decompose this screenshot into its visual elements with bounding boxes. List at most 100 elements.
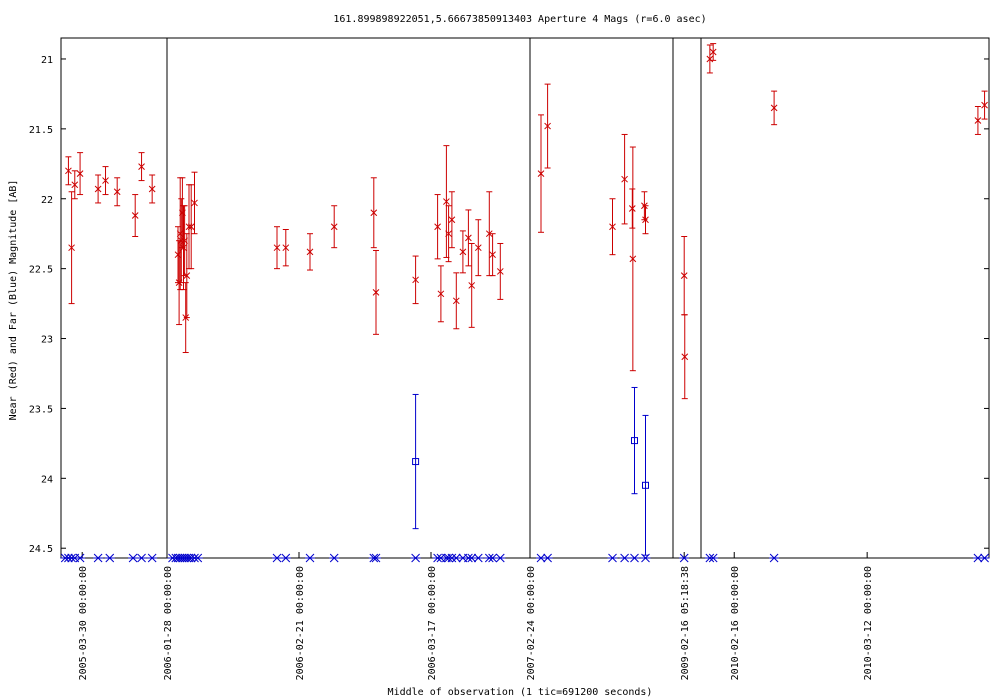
near-point-x xyxy=(468,282,476,289)
y-tick-label: 24.5 xyxy=(29,544,53,555)
x-axis-label: Middle of observation (1 tic=691200 seco… xyxy=(388,687,653,698)
limit-marker-stroke xyxy=(329,553,339,563)
x-tick-label: 2010-03-12 00:00:00 xyxy=(863,566,874,680)
near-point-x xyxy=(474,244,482,252)
near-point xyxy=(489,251,496,259)
limit-marker xyxy=(147,553,158,563)
near-point-x xyxy=(489,251,496,259)
near-point-x xyxy=(102,177,109,184)
limit-marker xyxy=(272,553,282,563)
limit-marker-stroke xyxy=(543,553,552,563)
near-point-x xyxy=(448,216,456,224)
near-point xyxy=(465,234,472,242)
limit-marker xyxy=(104,553,115,563)
limit-marker xyxy=(305,553,315,563)
near-point-x xyxy=(485,230,493,238)
near-point-x xyxy=(437,290,445,298)
far-point xyxy=(642,481,649,489)
near-point-x xyxy=(113,188,121,196)
near-point-x xyxy=(148,185,156,193)
near-point xyxy=(452,297,460,305)
near-point xyxy=(372,289,380,296)
near-point-x xyxy=(544,122,551,130)
limit-marker xyxy=(136,553,147,563)
plot-marks xyxy=(60,43,990,563)
near-point xyxy=(770,104,778,112)
limit-marker-stroke xyxy=(620,553,629,563)
limit-marker xyxy=(607,553,618,563)
limit-marker-stroke xyxy=(281,553,291,563)
near-point xyxy=(443,198,450,205)
near-point xyxy=(544,122,551,130)
near-point xyxy=(629,255,637,263)
limit-marker-stroke xyxy=(272,553,282,563)
near-point-x xyxy=(974,117,982,124)
y-tick-label: 23.5 xyxy=(29,404,53,415)
near-point-x xyxy=(629,255,637,263)
near-point xyxy=(330,223,338,231)
near-point xyxy=(537,170,545,177)
y-tick-label: 23 xyxy=(41,335,53,346)
near-point-x xyxy=(642,216,649,224)
near-point xyxy=(138,163,145,170)
limit-marker xyxy=(93,553,104,563)
y-tick-label: 24 xyxy=(41,474,53,485)
limit-marker-stroke xyxy=(93,553,103,563)
x-tick-label: 2009-02-16 05:18:38 xyxy=(680,566,691,680)
limit-marker-stroke xyxy=(147,553,157,563)
limit-marker-stroke xyxy=(105,553,115,563)
near-point-x xyxy=(191,199,198,207)
limit-marker xyxy=(619,553,630,563)
near-point-x xyxy=(65,167,72,175)
limit-marker xyxy=(495,553,506,563)
near-point xyxy=(65,167,72,175)
limit-marker-stroke xyxy=(137,553,146,563)
near-point xyxy=(412,276,419,284)
near-point-x xyxy=(445,230,452,238)
far-point xyxy=(412,458,420,466)
y-tick-label: 22 xyxy=(41,195,53,206)
near-point xyxy=(148,185,156,193)
limit-marker-stroke xyxy=(630,553,639,563)
near-point-x xyxy=(76,170,84,177)
limit-marker-stroke xyxy=(708,553,718,563)
limit-marker xyxy=(542,553,553,563)
near-point-x xyxy=(273,244,281,252)
near-point xyxy=(191,199,198,207)
near-point-x xyxy=(681,353,689,361)
near-point-x xyxy=(138,163,145,170)
limit-marker-stroke xyxy=(193,553,203,563)
near-point xyxy=(180,244,187,252)
near-point-x xyxy=(981,101,988,109)
limit-marker-stroke xyxy=(305,553,315,563)
limit-marker xyxy=(75,553,86,563)
x-tick-label: 2006-01-28 00:00:00 xyxy=(163,566,174,680)
near-point-x xyxy=(496,268,504,275)
x-tick-label: 2006-02-21 00:00:00 xyxy=(295,566,306,680)
y-tick-label: 21.5 xyxy=(29,125,53,136)
near-point-x xyxy=(306,248,314,256)
near-point xyxy=(131,212,139,219)
near-point xyxy=(642,216,649,224)
panel-separators xyxy=(166,38,702,558)
near-point-x xyxy=(770,104,778,112)
limit-marker xyxy=(640,553,651,563)
x-tick-label: 2007-02-24 00:00:00 xyxy=(526,566,537,680)
near-point-x xyxy=(372,289,380,296)
near-point xyxy=(370,209,378,217)
limit-marker-stroke xyxy=(980,553,989,563)
near-point xyxy=(709,48,717,56)
near-point xyxy=(485,230,493,238)
near-point xyxy=(102,177,109,184)
limit-marker xyxy=(473,553,484,563)
limit-marker-stroke xyxy=(411,553,420,563)
near-point xyxy=(445,230,452,238)
near-point-x xyxy=(183,272,191,279)
near-point xyxy=(609,223,616,231)
limit-marker-stroke xyxy=(488,553,497,563)
plot-frame xyxy=(60,37,990,559)
near-point-x xyxy=(452,297,460,305)
limit-marker-stroke xyxy=(495,553,505,563)
limit-marker-stroke xyxy=(371,553,381,563)
